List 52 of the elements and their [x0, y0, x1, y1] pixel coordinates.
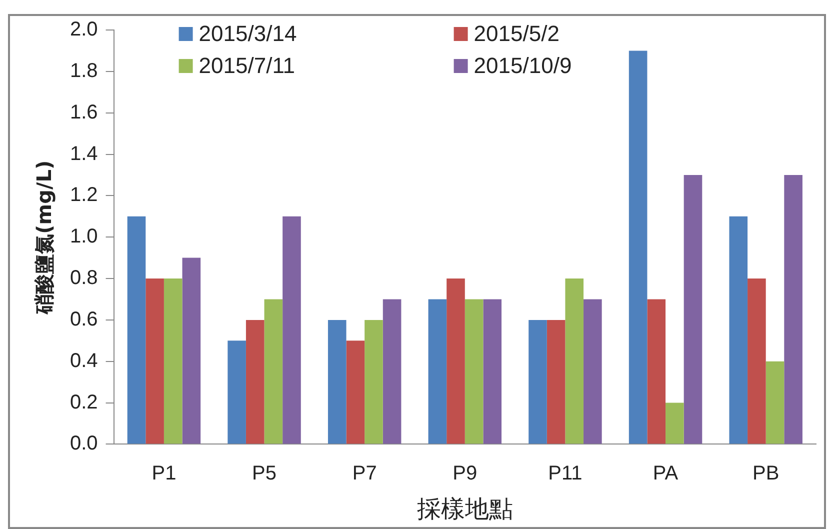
bar — [364, 320, 383, 444]
legend-label: 2015/5/2 — [474, 21, 560, 46]
bar — [628, 50, 648, 444]
bar — [748, 278, 766, 444]
y-tick-label: 0.8 — [70, 267, 98, 290]
bar — [146, 278, 164, 444]
x-axis-title: 採樣地點 — [416, 494, 513, 523]
bar — [164, 278, 182, 444]
y-tick-label: 1.4 — [70, 142, 98, 165]
bar — [565, 278, 584, 444]
bar — [784, 174, 802, 444]
y-tick-label: 0.4 — [70, 350, 98, 372]
y-tick-label: 1.6 — [70, 101, 98, 124]
legend-label: 2015/3/14 — [198, 21, 297, 46]
x-tick-label: P11 — [548, 462, 582, 485]
x-tick-label: PB — [752, 462, 780, 485]
bar — [584, 299, 602, 444]
bar — [127, 216, 146, 444]
x-tick-label: PA — [652, 462, 679, 485]
bar — [666, 402, 684, 444]
x-tick-label: P7 — [352, 462, 377, 485]
y-tick-label: 1.2 — [70, 184, 98, 206]
bar — [684, 174, 702, 444]
bar — [464, 299, 484, 444]
bar — [264, 299, 283, 444]
bar — [729, 216, 748, 444]
y-tick-label: 0.0 — [70, 432, 98, 455]
y-tick-label: 1.8 — [70, 60, 98, 82]
bar — [282, 216, 301, 444]
y-tick-label: 0.2 — [70, 391, 98, 414]
y-tick-label: 0.6 — [70, 308, 98, 330]
legend-label: 2015/7/11 — [198, 53, 296, 78]
y-tick-label: 1.0 — [70, 226, 98, 248]
bar — [647, 299, 666, 444]
bar — [766, 361, 784, 444]
bar — [228, 340, 246, 444]
bar — [428, 299, 447, 444]
bar — [446, 278, 465, 444]
bar — [182, 258, 201, 444]
bar — [382, 299, 402, 444]
bar — [483, 299, 502, 444]
x-tick-label: P1 — [152, 462, 176, 485]
y-tick-label: 2.0 — [70, 18, 98, 41]
bar — [546, 320, 566, 444]
y-axis-title: 硝酸鹽氮(mg/L) — [32, 160, 56, 315]
x-tick-label: P9 — [452, 462, 478, 485]
x-tick-label: P5 — [252, 462, 277, 485]
bar — [246, 320, 264, 444]
legend-label: 2015/10/9 — [474, 53, 572, 78]
bar — [528, 320, 547, 444]
bar — [346, 340, 365, 444]
bar — [328, 320, 346, 444]
